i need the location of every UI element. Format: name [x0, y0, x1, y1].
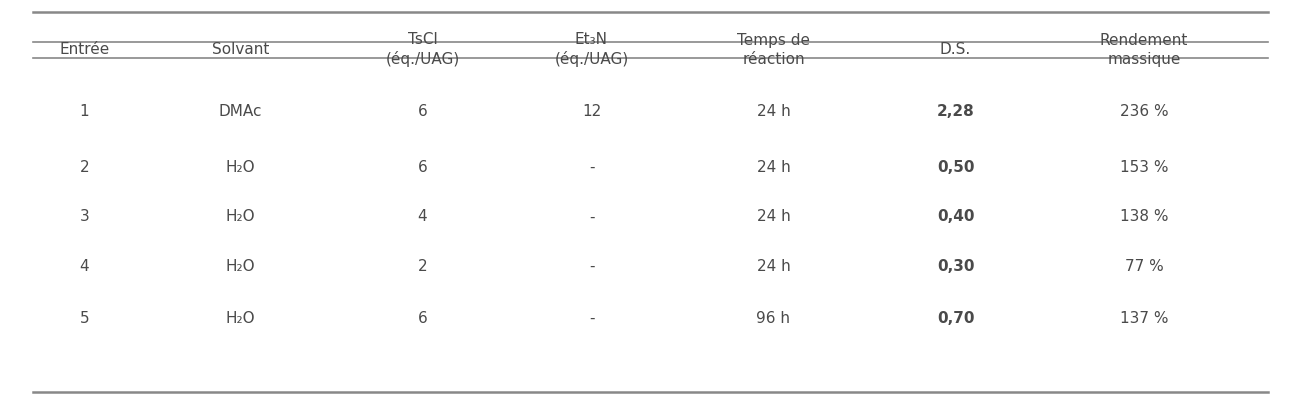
Text: 3: 3 [79, 209, 90, 224]
Text: 2,28: 2,28 [936, 104, 975, 119]
Text: 6: 6 [417, 160, 428, 175]
Text: 24 h: 24 h [757, 259, 790, 274]
Text: 4: 4 [417, 209, 428, 224]
Text: 24 h: 24 h [757, 209, 790, 224]
Text: H₂O: H₂O [226, 209, 255, 224]
Text: Entrée: Entrée [60, 42, 109, 57]
Text: Rendement
massique: Rendement massique [1100, 33, 1188, 66]
Text: 2: 2 [417, 259, 428, 274]
Text: -: - [589, 259, 594, 274]
Text: 24 h: 24 h [757, 104, 790, 119]
Text: Solvant: Solvant [212, 42, 269, 57]
Text: 2: 2 [79, 160, 90, 175]
Text: 137 %: 137 % [1119, 311, 1169, 326]
Text: 6: 6 [417, 311, 428, 326]
Text: 138 %: 138 % [1119, 209, 1169, 224]
Text: 0,50: 0,50 [937, 160, 974, 175]
Text: DMAc: DMAc [218, 104, 263, 119]
Text: -: - [589, 209, 594, 224]
Text: 5: 5 [79, 311, 90, 326]
Text: 236 %: 236 % [1119, 104, 1169, 119]
Text: H₂O: H₂O [226, 311, 255, 326]
Text: 0,70: 0,70 [937, 311, 974, 326]
Text: -: - [589, 160, 594, 175]
Text: 24 h: 24 h [757, 160, 790, 175]
Text: 0,40: 0,40 [937, 209, 974, 224]
Text: H₂O: H₂O [226, 160, 255, 175]
Text: 96 h: 96 h [757, 311, 790, 326]
Text: 12: 12 [582, 104, 601, 119]
Text: -: - [589, 311, 594, 326]
Text: Et₃N
(éq./UAG): Et₃N (éq./UAG) [554, 32, 629, 67]
Text: 0,30: 0,30 [937, 259, 974, 274]
Text: 4: 4 [79, 259, 90, 274]
Text: Temps de
réaction: Temps de réaction [737, 33, 810, 66]
Text: 153 %: 153 % [1119, 160, 1169, 175]
Text: 6: 6 [417, 104, 428, 119]
Text: 1: 1 [79, 104, 90, 119]
Text: TsCl
(éq./UAG): TsCl (éq./UAG) [385, 32, 460, 67]
Text: D.S.: D.S. [940, 42, 971, 57]
Text: 77 %: 77 % [1124, 259, 1164, 274]
Text: H₂O: H₂O [226, 259, 255, 274]
